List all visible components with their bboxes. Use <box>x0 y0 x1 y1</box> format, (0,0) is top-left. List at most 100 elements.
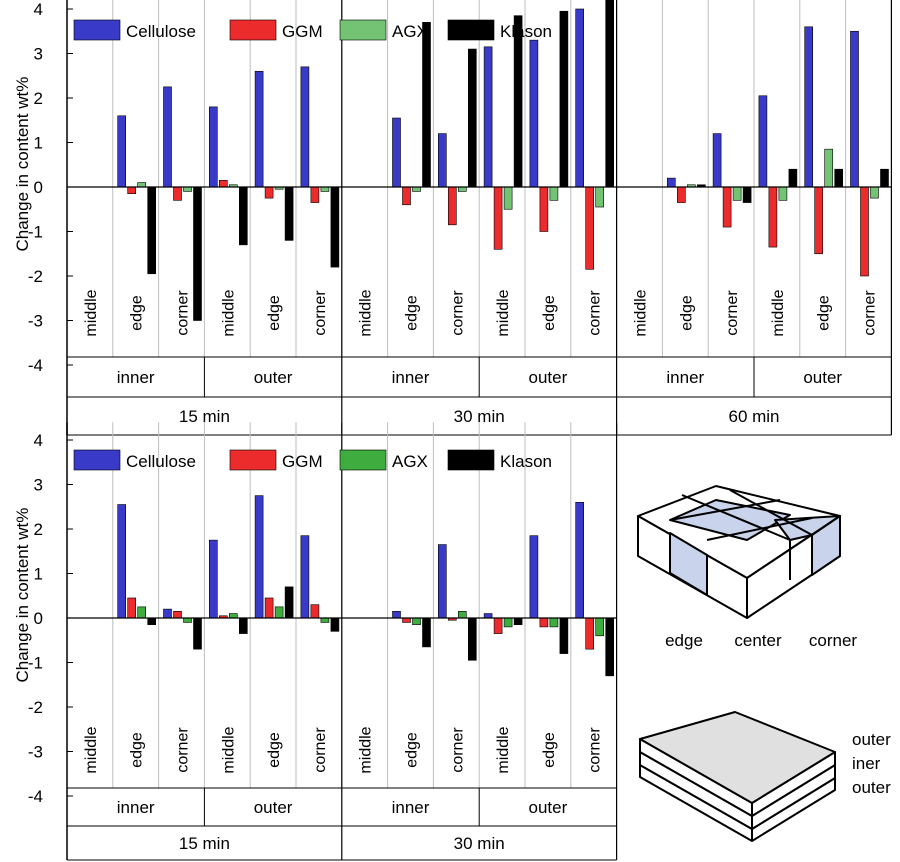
category-label-edge: edge <box>129 295 146 331</box>
category-label-edge: edge <box>266 732 283 768</box>
bar-cellulose <box>758 95 768 188</box>
category-label-middle: middle <box>220 726 237 773</box>
time-label: 15 min <box>179 834 230 853</box>
bar-agx <box>183 186 192 192</box>
bar-klason <box>605 617 615 677</box>
bar-agx <box>503 617 513 628</box>
layer-label-inner: inner <box>117 798 155 817</box>
category-label-middle: middle <box>220 289 237 336</box>
bar-cellulose <box>392 611 401 619</box>
bar-cellulose <box>529 535 539 619</box>
legend-swatch-klason <box>447 19 495 41</box>
y-axis-label: Change in content wt% <box>13 77 32 252</box>
bar-ggm <box>264 597 274 619</box>
bar-ggm <box>402 617 411 623</box>
category-label-edge: edge <box>541 732 558 768</box>
layer-label-outer: outer <box>254 798 293 817</box>
bar-cellulose <box>666 177 676 188</box>
y-tick-label: -3 <box>28 312 43 331</box>
bar-klason <box>147 617 156 625</box>
bar-ggm <box>127 597 136 619</box>
bar-cellulose <box>850 30 859 188</box>
bar-ggm <box>264 186 274 199</box>
category-label-edge: edge <box>129 732 146 768</box>
legend-label-klason: Klason <box>500 452 552 471</box>
y-tick-label: 4 <box>34 0 43 19</box>
category-label-middle: middle <box>495 289 512 336</box>
bar-cellulose <box>163 608 172 619</box>
bottom-chart: 4 3 2 1 0 -1 -2 -3 -4 Change in content wt% middle… <box>13 422 618 861</box>
bar-cellulose <box>483 613 493 619</box>
time-label: 15 min <box>179 407 230 426</box>
sketch-layer-label: outer <box>852 778 891 797</box>
y-tick-label: 1 <box>34 134 43 153</box>
legend-label-cellulose: Cellulose <box>126 452 196 471</box>
bar-ggm <box>447 186 457 226</box>
category-label-middle: middle <box>770 289 787 336</box>
category-label-corner: corner <box>587 727 604 773</box>
bar-agx <box>412 186 421 192</box>
legend-label-agx: AGX <box>392 452 428 471</box>
category-label-middle: middle <box>83 726 100 773</box>
bar-ggm <box>127 186 136 194</box>
bar-klason <box>239 617 248 634</box>
bar-ggm <box>860 186 869 277</box>
bar-ggm <box>493 186 503 250</box>
category-label-middle: middle <box>358 289 375 336</box>
category-label-corner: corner <box>449 290 466 336</box>
bar-agx <box>229 613 238 619</box>
sketch-layer-label: outer <box>852 730 891 749</box>
legend-swatch-ggm <box>229 19 277 41</box>
sketch-label-edge: edge <box>665 631 703 650</box>
y-tick-label: -3 <box>28 743 43 762</box>
legend-label-cellulose: Cellulose <box>126 22 196 41</box>
bar-cellulose <box>209 106 218 188</box>
bar-klason <box>284 586 294 619</box>
category-label-corner: corner <box>862 290 879 336</box>
bar-agx <box>274 606 284 619</box>
layer-label-inner: inner <box>117 368 155 387</box>
bar-cellulose <box>712 133 722 188</box>
bar-ggm <box>722 186 732 228</box>
board-layers-sketch <box>639 711 836 842</box>
bar-cellulose <box>483 46 493 188</box>
bar-agx <box>595 617 605 637</box>
legend-label-klason: Klason <box>500 22 552 41</box>
layer-label-inner: inner <box>392 368 430 387</box>
board-top-center-region <box>669 499 791 541</box>
bar-ggm <box>173 611 182 619</box>
layer-label-outer: outer <box>803 368 842 387</box>
bar-klason <box>467 48 477 188</box>
category-label-corner: corner <box>312 290 329 336</box>
bar-klason <box>147 186 156 275</box>
legend-swatch-klason <box>447 449 495 471</box>
category-label-edge: edge <box>404 295 421 331</box>
board-regions-sketch <box>637 485 841 619</box>
category-label-edge: edge <box>266 295 283 331</box>
bar-agx <box>137 182 146 188</box>
y-tick-label: 3 <box>34 476 43 495</box>
legend-swatch-agx <box>339 449 387 471</box>
category-label-edge: edge <box>404 732 421 768</box>
bar-klason <box>834 168 844 188</box>
y-tick-label: 2 <box>34 89 43 108</box>
bar-agx <box>457 186 467 192</box>
bar-ggm <box>814 186 824 255</box>
bar-klason <box>330 186 340 268</box>
bar-cellulose <box>300 535 310 619</box>
layer-label-inner: inner <box>392 798 430 817</box>
category-label-middle: middle <box>495 726 512 773</box>
bar-agx <box>137 606 146 619</box>
category-label-corner: corner <box>175 727 192 773</box>
category-label-corner: corner <box>724 290 741 336</box>
bar-klason <box>788 168 798 188</box>
bar-klason <box>422 22 431 188</box>
bar-cellulose <box>254 495 264 619</box>
category-label-edge: edge <box>541 295 558 331</box>
bar-klason <box>193 617 202 650</box>
category-label-middle: middle <box>83 289 100 336</box>
category-label-middle: middle <box>358 726 375 773</box>
bar-klason <box>513 15 523 188</box>
bar-cellulose <box>575 501 585 619</box>
